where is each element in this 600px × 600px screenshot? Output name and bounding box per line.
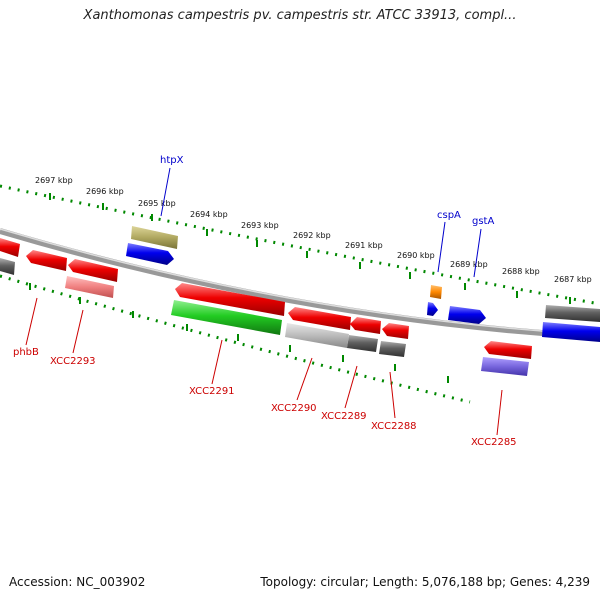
kbp-label-2687: 2687 kbp [554, 275, 592, 284]
gene-gsta-arrow[interactable] [448, 306, 486, 324]
kbp-label-2689: 2689 kbp [450, 260, 488, 269]
gene-htpx-arrow[interactable] [131, 226, 178, 249]
genome-summary-text: Topology: circular; Length: 5,076,188 bp… [260, 575, 590, 589]
callout-lines [25, 167, 503, 436]
gene-label-xcc2291[interactable]: XCC2291 [189, 386, 235, 397]
gene-label-phbb[interactable]: phbB [13, 347, 39, 358]
lower-tick-ring [0, 274, 471, 404]
gene-label-gsta[interactable]: gstA [472, 216, 494, 227]
lower-major-ticks [29, 283, 449, 383]
gene-blue-arrow-2[interactable] [427, 302, 438, 316]
kbp-label-2692: 2692 kbp [293, 231, 331, 240]
genome-backbone-highlight [0, 228, 600, 336]
gene-xcc2288-red-arrow[interactable] [382, 323, 409, 339]
gene-label-xcc2293[interactable]: XCC2293 [50, 356, 96, 367]
upper-tick-ring [0, 184, 600, 306]
upper-major-ticks [49, 193, 571, 304]
kbp-label-2688: 2688 kbp [502, 267, 540, 276]
gene-label-htpx[interactable]: htpX [160, 155, 184, 166]
kbp-label-2691: 2691 kbp [345, 241, 383, 250]
genome-backbone [0, 228, 600, 340]
gene-label-xcc2290[interactable]: XCC2290 [271, 403, 317, 414]
gene-pink-bar[interactable] [65, 276, 114, 298]
gene-xcc2290-red-arrow[interactable] [288, 307, 351, 330]
gene-gray-bar-2[interactable] [347, 335, 378, 352]
gene-cspa-arrow[interactable] [430, 285, 442, 299]
gene-xcc2289-red-arrow[interactable] [350, 317, 381, 334]
gene-gray-bar-right[interactable] [545, 305, 600, 322]
kbp-labels: 2697 kbp 2696 kbp 2695 kbp 2694 kbp 2693… [35, 176, 592, 284]
kbp-label-2697: 2697 kbp [35, 176, 73, 185]
kbp-label-2693: 2693 kbp [241, 221, 279, 230]
kbp-label-2695: 2695 kbp [138, 199, 176, 208]
gene-red-arrow-left-3[interactable] [68, 259, 118, 282]
gene-xcc2285-red-arrow[interactable] [484, 341, 532, 359]
kbp-label-2690: 2690 kbp [397, 251, 435, 260]
gene-gray-bar-left[interactable] [0, 258, 15, 275]
map-title: Xanthomonas campestris pv. campestris st… [83, 8, 517, 23]
gene-label-xcc2289[interactable]: XCC2289 [321, 411, 367, 422]
gene-xcc2291-red-arrow[interactable] [175, 283, 285, 316]
gene-lightgray-bar[interactable] [285, 323, 349, 348]
gene-red-arrow-left-1[interactable] [0, 238, 20, 257]
gene-gray-bar-3[interactable] [379, 341, 406, 357]
gene-purple-bar[interactable] [481, 357, 529, 376]
gene-label-xcc2288[interactable]: XCC2288 [371, 421, 417, 432]
kbp-label-2694: 2694 kbp [190, 210, 228, 219]
gene-label-xcc2285[interactable]: XCC2285 [471, 437, 517, 448]
kbp-label-2696: 2696 kbp [86, 187, 124, 196]
gene-blue-arrow-1[interactable] [126, 243, 174, 265]
gene-xcc2291-green-bar[interactable] [171, 300, 282, 335]
gene-label-cspa[interactable]: cspA [437, 210, 461, 221]
accession-text: Accession: NC_003902 [9, 575, 146, 589]
gene-blue-bar-right[interactable] [542, 322, 600, 342]
gene-red-arrow-left-2[interactable] [26, 250, 67, 271]
